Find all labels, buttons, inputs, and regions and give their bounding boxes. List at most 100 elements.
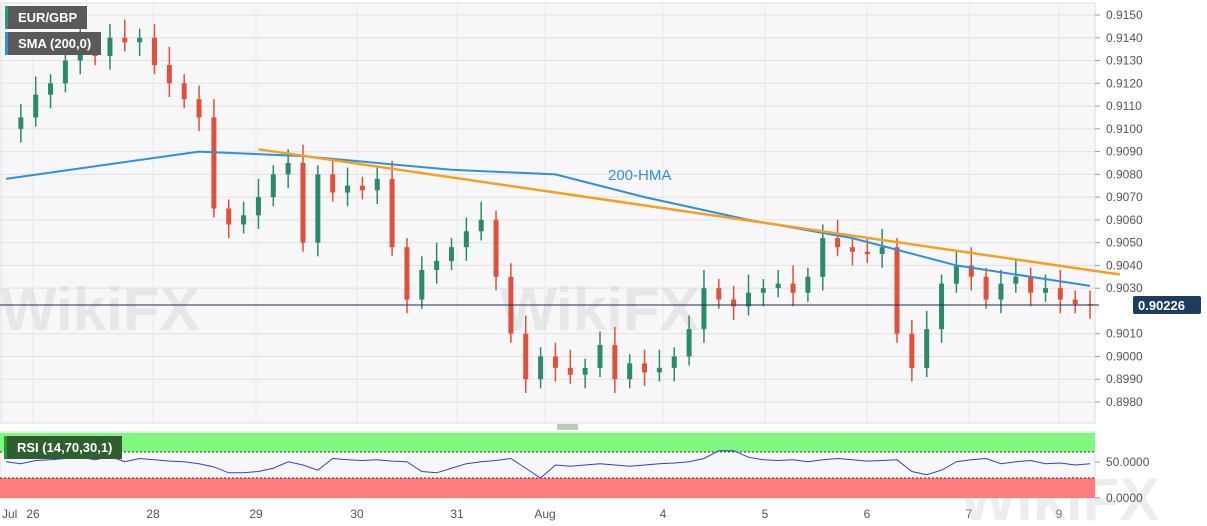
y-tick-label: 0.9150 <box>1106 8 1143 22</box>
candle <box>359 185 365 191</box>
candle <box>1028 276 1034 293</box>
candle <box>62 60 68 84</box>
candle <box>315 174 321 243</box>
candle <box>330 174 336 193</box>
candle <box>211 117 217 209</box>
hma-label: 200-HMA <box>608 167 671 184</box>
rsi-tick-label: 0.0000 <box>1106 491 1143 505</box>
candle <box>656 367 662 373</box>
candle <box>255 197 261 216</box>
candle <box>879 247 885 255</box>
candle <box>241 215 247 225</box>
candle <box>1043 288 1048 293</box>
candle <box>760 288 766 293</box>
candle <box>523 333 529 380</box>
candle <box>716 288 722 300</box>
candle <box>968 265 974 277</box>
candle <box>1057 288 1063 300</box>
rsi-line <box>5 450 1091 479</box>
candle <box>701 288 707 330</box>
candle <box>805 276 811 293</box>
candle <box>107 37 113 56</box>
candle <box>33 94 39 118</box>
candle <box>122 37 128 43</box>
candle <box>300 162 306 243</box>
candle <box>404 247 410 300</box>
x-tick-label: Jul <box>2 507 17 521</box>
x-tick-label: 31 <box>450 507 464 521</box>
y-tick-label: 0.9060 <box>1106 213 1143 227</box>
candle <box>612 345 618 380</box>
candle <box>434 260 440 270</box>
y-tick-label: 0.9130 <box>1106 54 1143 68</box>
symbol-label: EUR/GBP <box>5 6 88 29</box>
candle <box>567 367 573 375</box>
candle <box>746 292 751 307</box>
y-tick-label: 0.9070 <box>1106 190 1143 204</box>
candle <box>493 219 499 277</box>
y-tick-label: 0.9110 <box>1106 99 1142 113</box>
x-tick-label: 7 <box>966 507 973 521</box>
candle <box>894 247 900 334</box>
x-tick-label: 4 <box>660 507 667 521</box>
candle <box>731 299 737 307</box>
x-tick-label: 5 <box>762 507 769 521</box>
x-tick-label: 9 <box>1056 507 1063 521</box>
x-tick-label: 26 <box>26 507 40 521</box>
candle <box>998 283 1004 300</box>
y-tick-label: 0.9040 <box>1106 258 1143 272</box>
y-tick-label: 0.9090 <box>1106 145 1143 159</box>
candle <box>478 219 484 232</box>
candle <box>864 251 870 255</box>
indicator-label[interactable]: SMA (200,0) <box>5 32 102 55</box>
candle <box>924 329 930 368</box>
candle <box>181 83 187 100</box>
rsi-overbought-zone <box>0 433 1095 452</box>
y-tick-label: 0.9120 <box>1106 76 1143 90</box>
rsi-tick-label: 50.0000 <box>1106 455 1150 469</box>
candle <box>627 363 633 380</box>
candle <box>835 238 841 248</box>
rsi-label[interactable]: RSI (14,70,30,1) <box>4 436 123 459</box>
candle <box>953 265 959 284</box>
x-tick-label: 30 <box>350 507 364 521</box>
candle <box>1013 276 1019 284</box>
candle <box>449 247 454 261</box>
candle <box>671 356 677 368</box>
candle <box>226 208 232 225</box>
x-tick-label: 28 <box>146 507 160 521</box>
candle <box>374 178 380 191</box>
candle <box>48 83 54 95</box>
price-panel <box>0 2 1096 424</box>
current-price-label: 0.90226 <box>1138 298 1185 313</box>
y-tick-label: 0.9140 <box>1106 31 1143 45</box>
candle <box>552 356 558 368</box>
candle <box>285 162 291 175</box>
candle <box>820 238 826 277</box>
y-tick-label: 0.8980 <box>1106 395 1143 409</box>
y-tick-label: 0.9050 <box>1106 236 1143 250</box>
candle <box>538 356 544 380</box>
y-tick-label: 0.9010 <box>1106 327 1143 341</box>
candle <box>790 283 796 293</box>
x-tick-label: 29 <box>249 507 263 521</box>
candle <box>1072 299 1078 305</box>
watermark: WikiFX <box>0 276 199 343</box>
y-tick-label: 0.9100 <box>1106 122 1143 136</box>
candle <box>152 37 157 66</box>
hma-line <box>5 150 1091 287</box>
x-tick-label: 6 <box>864 507 871 521</box>
candle <box>270 174 276 198</box>
candle <box>18 117 24 129</box>
candle <box>597 345 603 368</box>
x-tick-label: Aug <box>534 507 555 521</box>
y-tick-label: 0.9000 <box>1106 349 1143 363</box>
candle <box>849 247 855 252</box>
candle <box>909 333 915 368</box>
candle <box>939 283 945 330</box>
candle <box>775 283 781 289</box>
candle <box>389 178 395 248</box>
y-tick-label: 0.9080 <box>1106 167 1143 181</box>
